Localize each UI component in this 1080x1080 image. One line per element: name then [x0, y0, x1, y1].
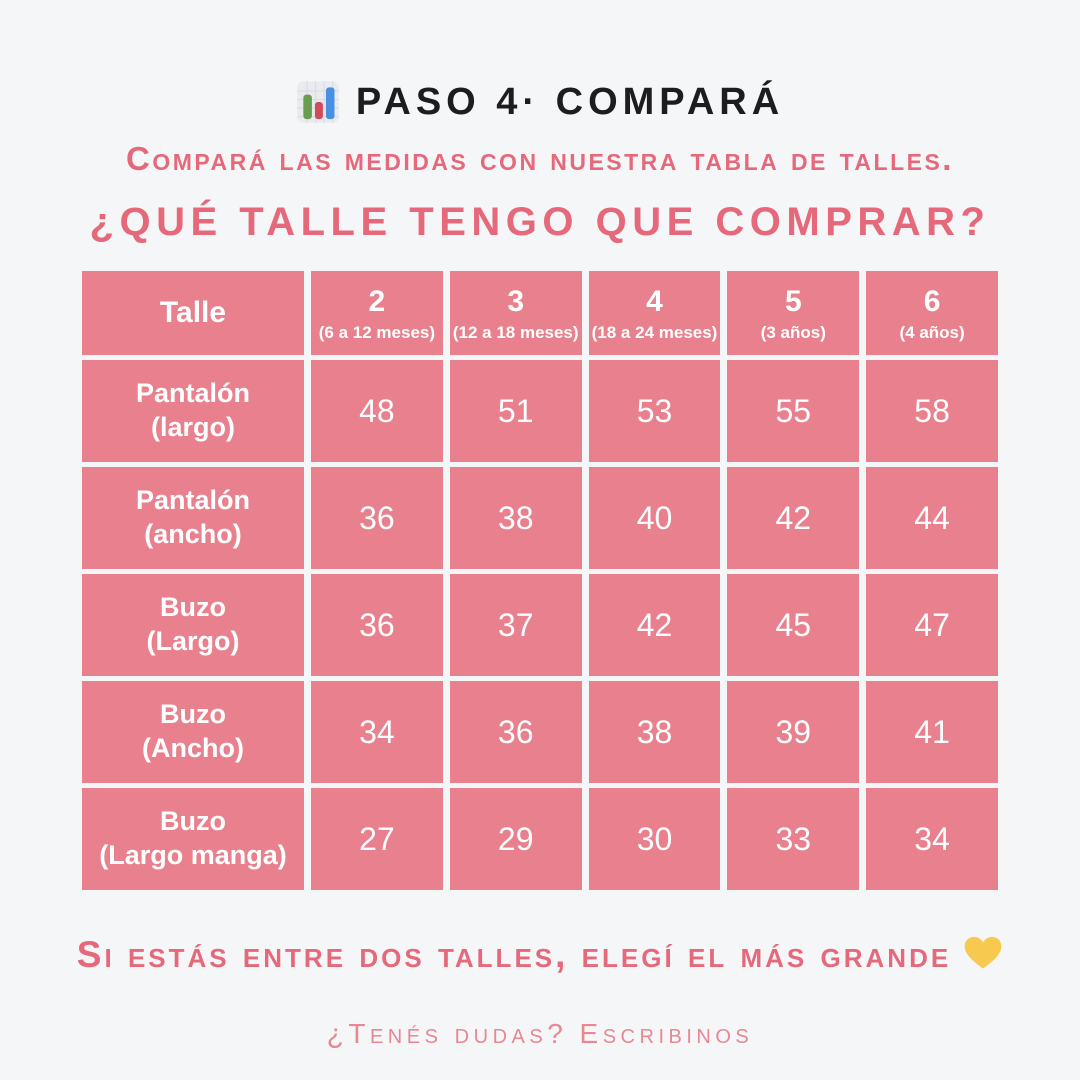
closing-advice: Si estás entre dos talles, elegí el más … — [0, 934, 1080, 976]
row-label-line2: (Largo) — [146, 626, 240, 656]
value-cell: 44 — [866, 467, 998, 569]
size-age-range: (6 a 12 meses) — [318, 322, 436, 342]
row-label-line2: (largo) — [151, 412, 235, 442]
value-cell: 34 — [311, 681, 443, 783]
row-label-pantalon-ancho: Pantalón (ancho) — [82, 467, 304, 569]
table-header-size-4: 4 (18 a 24 meses) — [588, 271, 721, 355]
size-age-range: (12 a 18 meses) — [452, 322, 579, 342]
value-cell: 36 — [311, 574, 443, 676]
question-headline: ¿Qué talle tengo que comprar? — [89, 200, 991, 244]
row-label-line1: Buzo — [160, 699, 226, 730]
page-title: Paso 4· Compará — [355, 80, 785, 123]
value-cell: 27 — [311, 788, 443, 890]
value-cell: 36 — [311, 467, 443, 569]
row-label-line2: (ancho) — [144, 519, 242, 549]
value-cell: 39 — [727, 681, 860, 783]
value-cell: 37 — [449, 574, 582, 676]
size-age-range: (18 a 24 meses) — [591, 322, 718, 342]
closing-text: Si estás entre dos talles, elegí el más … — [76, 934, 952, 975]
value-cell: 47 — [866, 574, 998, 676]
size-number: 6 — [923, 285, 941, 319]
table-header-size-5: 5 (3 años) — [727, 271, 860, 355]
row-label-line1: Buzo — [160, 592, 226, 623]
value-cell: 30 — [588, 788, 721, 890]
value-cell: 58 — [866, 360, 998, 462]
size-number: 4 — [646, 285, 663, 319]
value-cell: 53 — [588, 360, 721, 462]
row-label-buzo-largo-manga: Buzo (Largo manga) — [82, 788, 304, 890]
value-cell: 38 — [588, 681, 721, 783]
table-header-talle: Talle — [82, 271, 304, 355]
bar-chart-icon — [296, 80, 340, 124]
value-cell: 51 — [449, 360, 582, 462]
value-cell: 48 — [311, 360, 443, 462]
value-cell: 33 — [727, 788, 860, 890]
size-age-range: (4 años) — [899, 322, 965, 342]
table-header-size-2: 2 (6 a 12 meses) — [311, 271, 443, 355]
value-cell: 38 — [449, 467, 582, 569]
row-label-line1: Pantalón — [135, 485, 250, 516]
subtitle: Compará las medidas con nuestra tabla de… — [126, 140, 954, 177]
row-label-line2: (Largo manga) — [99, 840, 287, 870]
value-cell: 29 — [449, 788, 582, 890]
yellow-heart-icon — [963, 935, 1003, 971]
value-cell: 40 — [588, 467, 721, 569]
value-cell: 45 — [727, 574, 860, 676]
table-header-size-6: 6 (4 años) — [866, 271, 998, 355]
row-label-buzo-largo: Buzo (Largo) — [82, 574, 304, 676]
size-number: 2 — [368, 285, 386, 319]
size-table: Talle 2 (6 a 12 meses) 3 (12 a 18 meses)… — [82, 271, 998, 890]
row-label-line2: (Ancho) — [142, 733, 244, 763]
value-cell: 34 — [866, 788, 998, 890]
contact-line: ¿Tenés dudas? Escribinos — [326, 1018, 754, 1049]
size-number: 5 — [784, 285, 802, 319]
row-label-pantalon-largo: Pantalón (largo) — [82, 360, 304, 462]
size-age-range: (3 años) — [760, 322, 826, 342]
value-cell: 36 — [449, 681, 582, 783]
table-header-size-3: 3 (12 a 18 meses) — [449, 271, 582, 355]
value-cell: 55 — [727, 360, 860, 462]
value-cell: 41 — [866, 681, 998, 783]
value-cell: 42 — [588, 574, 721, 676]
row-label-line1: Buzo — [160, 806, 226, 837]
size-number: 3 — [507, 285, 525, 319]
header: Paso 4· Compará — [0, 0, 1080, 124]
row-label-line1: Pantalón — [135, 378, 250, 409]
value-cell: 42 — [727, 467, 860, 569]
row-label-buzo-ancho: Buzo (Ancho) — [82, 681, 304, 783]
